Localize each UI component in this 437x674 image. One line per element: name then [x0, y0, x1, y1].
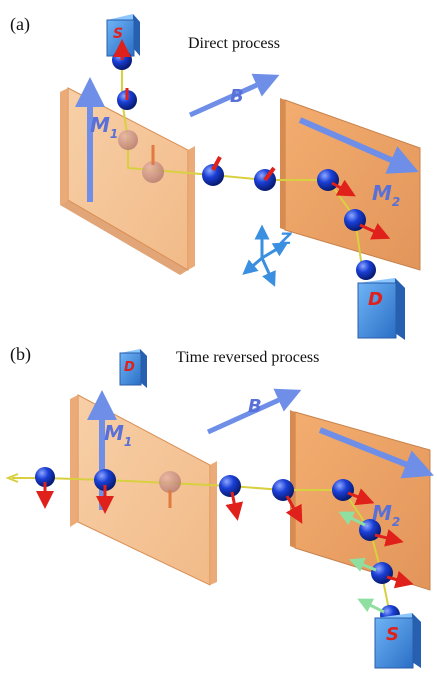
- beam-exit-arrow-b: [5, 473, 19, 483]
- sphere-a7: [356, 260, 376, 280]
- ghost-sphere-b1: [159, 471, 181, 508]
- sphere-b7: [349, 557, 414, 589]
- m1-label-a: M1: [90, 113, 118, 141]
- sphere-a5: [317, 169, 356, 197]
- detector-box-b: D: [119, 349, 147, 388]
- m2-plate-a: M2: [280, 98, 421, 271]
- m1-label-b: M1: [104, 421, 132, 449]
- panel-b: (b) Time reversed process D M1 B M2: [5, 344, 434, 669]
- sphere-b2: [94, 469, 116, 514]
- m1-plate-b: M1: [70, 390, 217, 586]
- b-field-arrow-a: B: [188, 73, 280, 118]
- sphere-b4: [272, 479, 303, 524]
- panel-b-title: Time reversed process: [176, 349, 319, 366]
- panel-b-label: (b): [10, 344, 31, 365]
- z-axis-label-a: Z: [279, 229, 292, 248]
- sphere-a6: [344, 209, 391, 240]
- detector-label-a: D: [368, 289, 383, 310]
- m2-field-arrow-a: [298, 117, 419, 174]
- b-label-b: B: [248, 396, 262, 417]
- b-label-a: B: [230, 86, 244, 107]
- sphere-a2: [117, 88, 137, 110]
- sphere-b1: [35, 467, 55, 509]
- detector-box-a: D: [357, 278, 405, 340]
- source-label-a: S: [113, 26, 123, 42]
- ghost-sphere-a2: [142, 145, 164, 183]
- sphere-a4: [254, 166, 276, 191]
- m2-label-b: M2: [372, 501, 400, 529]
- sphere-b5: [332, 479, 375, 506]
- sphere-b3: [219, 475, 244, 521]
- coordinate-axes-a: [242, 224, 289, 287]
- detector-label-b: D: [124, 360, 135, 375]
- ghost-sphere-a1: [118, 130, 138, 150]
- m2-field-arrow-b: [318, 427, 434, 479]
- sphere-a1: [112, 39, 132, 70]
- source-box-b: S: [374, 613, 421, 669]
- panel-a: (a) Direct process S M1 B M2: [10, 14, 421, 340]
- m1-plate-a: M1: [60, 77, 195, 275]
- sphere-a3: [202, 156, 224, 186]
- sphere-b6: [338, 511, 404, 547]
- panel-a-label: (a): [10, 14, 30, 35]
- b-field-arrow-b: B: [206, 388, 302, 435]
- source-label-b: S: [386, 624, 399, 645]
- panel-a-title: Direct process: [188, 35, 280, 52]
- m2-label-a: M2: [372, 181, 400, 209]
